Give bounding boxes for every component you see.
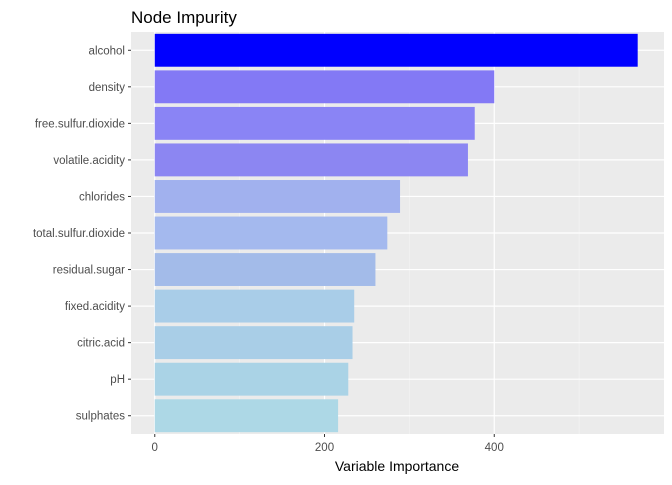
y-tick-label: volatile.acidity [53, 155, 125, 167]
bars [154, 33, 638, 433]
bar-fixed-acidity [154, 289, 355, 323]
bar-pH [154, 362, 349, 396]
x-tick-label: 200 [315, 442, 334, 454]
y-tick-label: chlorides [79, 191, 125, 203]
bar-volatile-acidity [154, 143, 468, 177]
y-tick-label: total.sulfur.dioxide [33, 228, 125, 240]
y-tick-label: pH [110, 374, 125, 386]
bar-sulphates [154, 399, 339, 433]
bar-chlorides [154, 180, 401, 213]
x-tick-label: 0 [152, 442, 158, 454]
y-tick-label: density [89, 82, 126, 94]
x-tick-label: 400 [485, 442, 504, 454]
y-tick-label: citric.acid [77, 338, 125, 350]
bar-citric-acid [154, 326, 353, 360]
bar-free-sulfur-dioxide [154, 106, 475, 140]
y-tick-label: free.sulfur.dioxide [35, 118, 125, 130]
bar-total-sulfur-dioxide [154, 216, 388, 250]
y-tick-label: sulphates [76, 411, 125, 423]
y-axis: alcohol density free.sulfur.dioxide volatil… [33, 45, 131, 423]
bar-alcohol [154, 33, 638, 67]
bar-residual-sugar [154, 253, 376, 286]
x-axis: 0 200 400 [152, 434, 504, 454]
y-tick-label: fixed.acidity [65, 301, 125, 313]
y-tick-label: residual.sugar [53, 265, 125, 277]
y-tick-label: alcohol [89, 45, 125, 57]
bar-density [154, 70, 495, 104]
x-axis-title: Variable Importance [335, 458, 459, 474]
chart-title: Node Impurity [131, 8, 237, 27]
